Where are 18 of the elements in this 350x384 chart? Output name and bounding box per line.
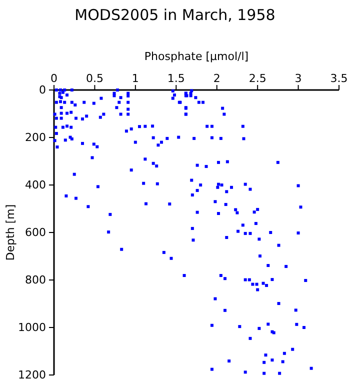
y-tick-label: 0 <box>39 84 46 97</box>
y-tick-label: 800 <box>25 274 46 287</box>
x-tick-label: 3 <box>294 72 302 85</box>
y-tick-label: 400 <box>25 178 46 192</box>
y-tick-label: 1200 <box>18 368 46 382</box>
chart-title: MODS2005 in March, 1958 <box>74 6 276 24</box>
x-axis-title: Phosphate [µmol/l] <box>144 50 249 63</box>
x-tick-label: 2 <box>213 72 220 85</box>
y-tick-label: 1000 <box>18 321 46 334</box>
x-tick-label: 1 <box>132 72 139 85</box>
x-tick-label: 1.5 <box>167 72 185 85</box>
x-tick-label: 0.5 <box>86 72 104 85</box>
x-tick-label: 3.5 <box>330 72 348 85</box>
y-axis-title: Depth [m] <box>4 204 17 261</box>
x-tick-label: 2.5 <box>248 72 266 85</box>
x-tick-label: 0 <box>50 72 58 85</box>
y-tick-label: 600 <box>25 226 46 240</box>
y-tick-label: 200 <box>25 131 46 144</box>
